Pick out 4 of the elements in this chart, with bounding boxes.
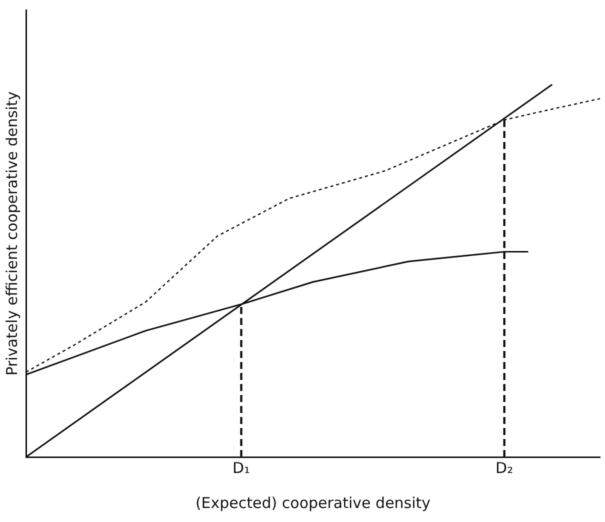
y-axis-title: Privately efficient cooperative density xyxy=(2,91,21,376)
x-axis-title: (Expected) cooperative density xyxy=(195,494,431,512)
x-tick-label: D₁ xyxy=(232,458,250,477)
x-tick-label: D₂ xyxy=(496,458,514,477)
